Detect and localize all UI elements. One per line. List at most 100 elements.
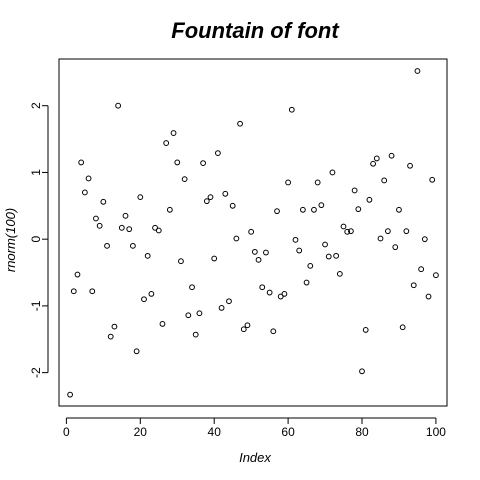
data-point bbox=[152, 224, 158, 231]
data-point bbox=[277, 293, 284, 300]
data-point bbox=[96, 222, 103, 229]
x-tick-label: 40 bbox=[208, 425, 222, 439]
data-point bbox=[333, 252, 340, 259]
data-point bbox=[100, 198, 107, 205]
data-point bbox=[359, 368, 365, 375]
data-point bbox=[274, 208, 280, 215]
data-point bbox=[381, 177, 388, 184]
data-point bbox=[85, 175, 92, 182]
data-point bbox=[307, 262, 314, 269]
x-tick-label: 80 bbox=[355, 425, 369, 439]
data-point bbox=[414, 68, 421, 74]
data-point bbox=[240, 326, 247, 333]
data-point bbox=[141, 296, 147, 303]
data-point bbox=[392, 244, 399, 251]
data-point bbox=[144, 252, 151, 259]
y-axis-label: rnorm(100) bbox=[3, 208, 18, 272]
data-point bbox=[67, 391, 73, 398]
data-point bbox=[362, 327, 369, 333]
data-point bbox=[178, 258, 184, 265]
data-point bbox=[155, 227, 162, 234]
data-point bbox=[322, 241, 328, 248]
data-point bbox=[203, 198, 210, 205]
data-point bbox=[429, 176, 436, 183]
data-point bbox=[218, 305, 225, 311]
data-point bbox=[296, 247, 303, 254]
plot-frame bbox=[58, 58, 448, 407]
data-point bbox=[174, 159, 181, 166]
data-point bbox=[303, 279, 310, 286]
data-point bbox=[104, 242, 110, 249]
data-point bbox=[355, 206, 362, 213]
x-tick-label: 20 bbox=[134, 425, 148, 439]
data-point bbox=[200, 160, 207, 167]
data-point bbox=[115, 102, 122, 109]
data-point bbox=[407, 162, 413, 169]
data-point bbox=[74, 271, 81, 278]
data-point bbox=[78, 159, 85, 166]
data-point bbox=[281, 290, 288, 297]
data-point bbox=[181, 176, 188, 183]
data-point bbox=[130, 242, 136, 249]
data-point bbox=[285, 179, 292, 186]
data-point bbox=[399, 324, 406, 331]
data-point bbox=[148, 290, 155, 297]
data-point bbox=[366, 196, 373, 203]
data-point bbox=[433, 272, 439, 279]
x-axis-label: Index bbox=[239, 450, 271, 465]
data-point bbox=[248, 228, 255, 235]
data-point bbox=[299, 206, 306, 213]
data-point bbox=[70, 288, 77, 295]
data-point bbox=[255, 256, 262, 263]
data-point bbox=[314, 179, 321, 186]
data-point bbox=[226, 298, 232, 305]
data-point bbox=[340, 223, 347, 230]
data-point bbox=[318, 202, 325, 209]
data-point bbox=[126, 226, 133, 233]
data-point bbox=[189, 284, 195, 291]
y-axis: -2 -1 0 1 2 bbox=[29, 102, 49, 378]
data-point bbox=[196, 310, 203, 317]
data-point bbox=[351, 187, 358, 194]
data-point bbox=[418, 266, 425, 273]
data-point bbox=[163, 140, 170, 146]
data-point bbox=[111, 323, 118, 330]
data-point bbox=[133, 348, 140, 355]
y-tick-label: -2 bbox=[29, 367, 43, 378]
data-point bbox=[93, 215, 99, 222]
data-point bbox=[288, 106, 295, 113]
data-point bbox=[211, 255, 218, 262]
data-point bbox=[266, 289, 273, 296]
data-point bbox=[122, 212, 129, 219]
data-point bbox=[410, 282, 417, 289]
x-tick-label: 60 bbox=[281, 425, 295, 439]
data-point bbox=[170, 130, 177, 136]
data-point bbox=[233, 235, 240, 242]
data-point bbox=[325, 253, 332, 260]
data-point bbox=[403, 228, 410, 235]
data-point bbox=[166, 206, 173, 213]
data-point bbox=[377, 235, 384, 242]
x-axis: 0 20 40 60 80 100 bbox=[63, 417, 446, 439]
data-point bbox=[373, 155, 380, 162]
data-point bbox=[348, 228, 354, 235]
data-point bbox=[118, 224, 125, 231]
chart-title: Fountain of font bbox=[171, 18, 340, 43]
y-tick-label: 0 bbox=[29, 236, 43, 243]
y-tick-label: 1 bbox=[29, 169, 43, 176]
data-point bbox=[388, 152, 395, 159]
data-point bbox=[329, 169, 336, 176]
data-point bbox=[159, 321, 166, 327]
data-point bbox=[89, 288, 96, 295]
data-point bbox=[259, 284, 266, 291]
data-point bbox=[81, 189, 88, 196]
data-point bbox=[344, 228, 351, 235]
data-point bbox=[222, 190, 229, 197]
data-point bbox=[185, 312, 192, 319]
data-point bbox=[229, 202, 236, 209]
data-point bbox=[137, 194, 144, 201]
x-tick-label: 0 bbox=[63, 425, 70, 439]
y-tick-label: -1 bbox=[29, 300, 43, 311]
data-point bbox=[270, 328, 277, 335]
